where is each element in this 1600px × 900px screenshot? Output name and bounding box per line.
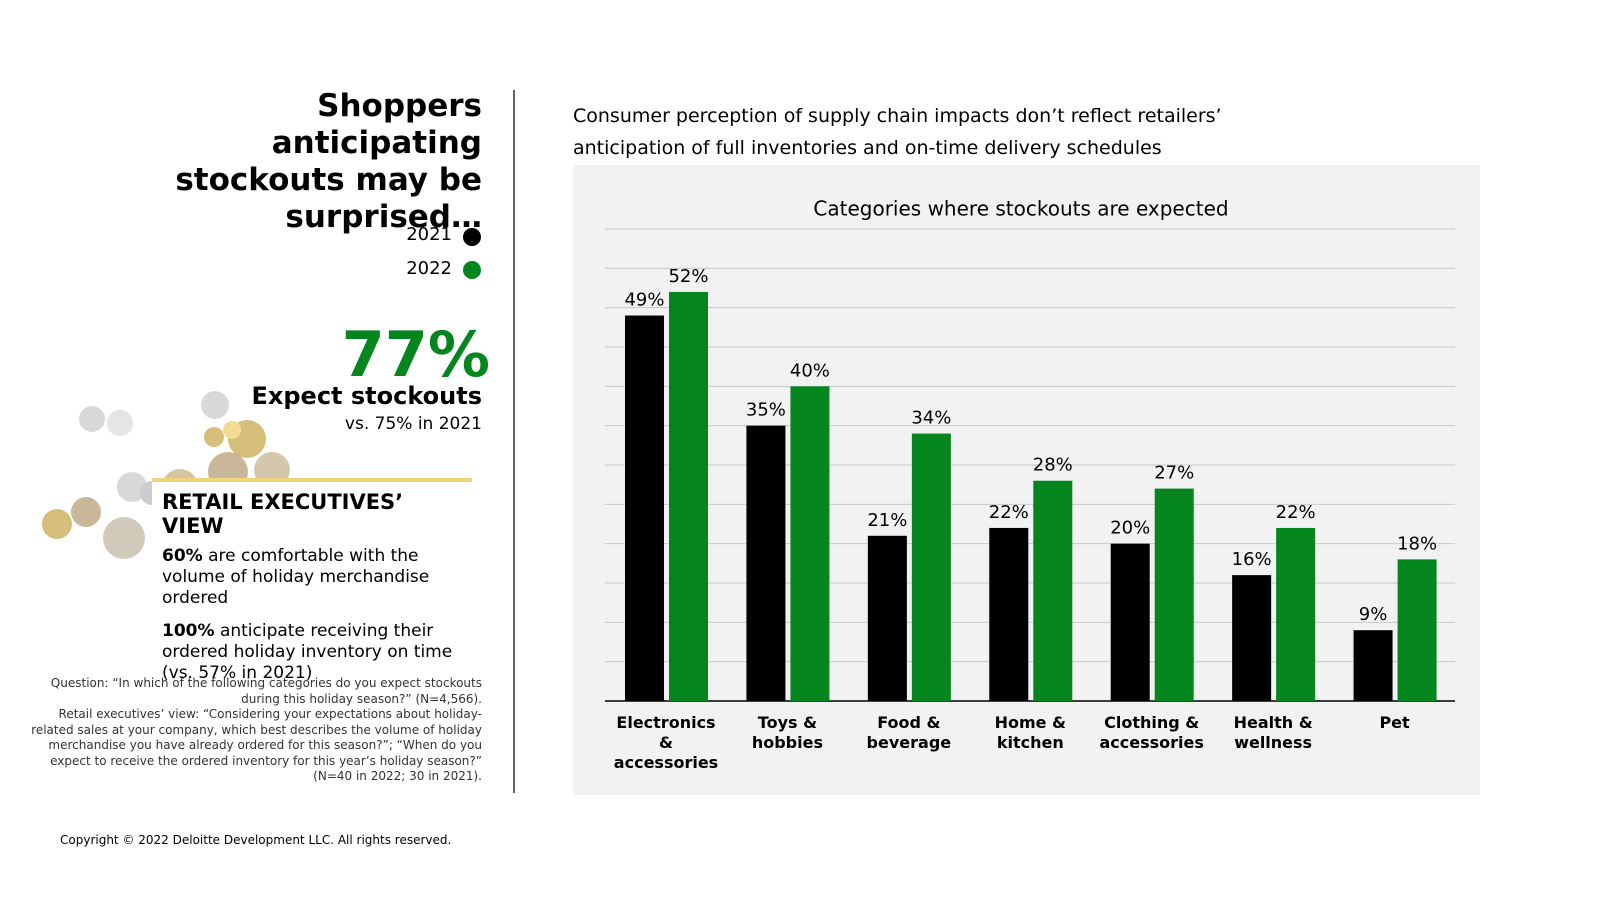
chart-subtitle: Consumer perception of supply chain impa…: [573, 105, 1222, 159]
x-tick-label: Home & kitchen: [994, 713, 1066, 752]
x-tick-label: Health & wellness: [1233, 713, 1313, 752]
x-tick-label: Food & beverage: [866, 713, 952, 752]
stat-figure: 77%: [341, 318, 490, 391]
notes: Question: “In which of the following cat…: [30, 676, 482, 785]
bar: [1232, 575, 1272, 701]
legend-swatch: [463, 228, 481, 246]
bar: [746, 425, 786, 701]
exec-point: 60% are comfortable with the volume of h…: [162, 546, 462, 609]
x-tick-label: Clothing & accessories: [1099, 713, 1204, 752]
value-label: 22%: [989, 502, 1029, 523]
value-label: 28%: [1033, 455, 1073, 476]
value-label: 16%: [1232, 549, 1272, 570]
value-label: 27%: [1154, 463, 1194, 484]
value-label: 18%: [1397, 533, 1437, 554]
value-label: 21%: [867, 510, 907, 531]
legend-label: 2022: [406, 258, 452, 279]
value-label: 49%: [624, 290, 664, 311]
value-label: 9%: [1359, 604, 1388, 625]
x-tick-label: Electronics & accessories: [613, 713, 719, 772]
exec-title: RETAIL EXECUTIVES’ VIEW: [162, 490, 404, 538]
chart-title: Categories where stockouts are expected: [813, 197, 1228, 221]
x-tick-label: Pet: [1379, 713, 1410, 732]
bar: [669, 291, 708, 701]
bar: [1110, 543, 1150, 701]
bar: [1033, 480, 1073, 701]
bar: [625, 315, 664, 701]
headline: Shoppers anticipating stockouts may be s…: [175, 88, 482, 235]
copyright: Copyright © 2022 Deloitte Development LL…: [60, 833, 452, 847]
x-tick-label: Toys & hobbies: [751, 713, 823, 752]
bar: [989, 527, 1029, 701]
exec-text: are comfortable with the volume of holid…: [162, 546, 430, 608]
legend-swatch: [463, 261, 481, 279]
exec-text: anticipate receiving their ordered holid…: [162, 621, 453, 683]
exec-lead: 60%: [162, 546, 203, 566]
exec-lead: 100%: [162, 621, 215, 641]
bar: [1154, 488, 1194, 701]
legend-label: 2021: [406, 224, 452, 245]
bar: [867, 535, 907, 701]
bar: [1353, 630, 1393, 701]
value-label: 35%: [746, 400, 786, 421]
note: Question: “In which of the following cat…: [50, 676, 482, 706]
stat-label: Expect stockouts: [251, 382, 482, 410]
exec-point: 100% anticipate receiving their ordered …: [162, 621, 462, 684]
value-label: 22%: [1276, 502, 1316, 523]
exec-box: RETAIL EXECUTIVES’ VIEW 60% are comforta…: [152, 478, 472, 683]
bar: [911, 433, 951, 701]
bar: [790, 386, 830, 701]
bar: [1397, 559, 1437, 701]
value-label: 40%: [790, 360, 830, 381]
value-label: 20%: [1110, 518, 1150, 539]
value-label: 52%: [668, 266, 708, 287]
value-label: 34%: [911, 408, 951, 429]
bar: [1276, 527, 1316, 701]
stat-comparison: vs. 75% in 2021: [344, 414, 482, 434]
note: Retail executives’ view: “Considering yo…: [31, 707, 482, 783]
